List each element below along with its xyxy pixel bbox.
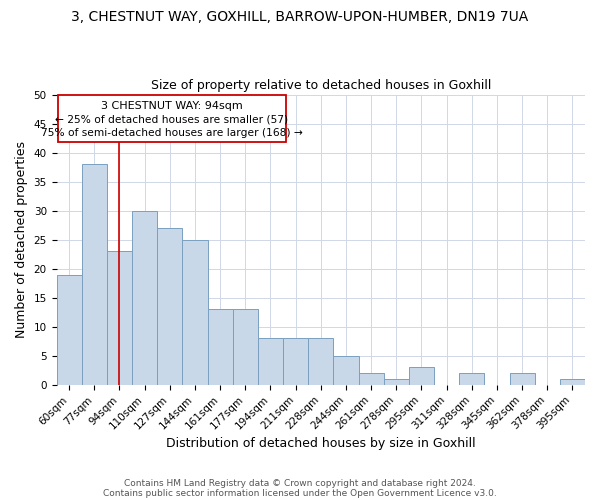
Bar [334,356,359,385]
Bar [208,310,233,385]
Bar [258,338,283,385]
Text: Contains HM Land Registry data © Crown copyright and database right 2024.: Contains HM Land Registry data © Crown c… [124,478,476,488]
Y-axis label: Number of detached properties: Number of detached properties [15,141,28,338]
Title: Size of property relative to detached houses in Goxhill: Size of property relative to detached ho… [151,79,491,92]
X-axis label: Distribution of detached houses by size in Goxhill: Distribution of detached houses by size … [166,437,476,450]
Text: 3, CHESTNUT WAY, GOXHILL, BARROW-UPON-HUMBER, DN19 7UA: 3, CHESTNUT WAY, GOXHILL, BARROW-UPON-HU… [71,10,529,24]
Bar [283,338,308,385]
Bar [56,274,82,385]
Bar [359,374,383,385]
Bar [182,240,208,385]
Bar [132,210,157,385]
Bar [308,338,334,385]
Bar [383,379,409,385]
Bar [107,252,132,385]
Text: ← 25% of detached houses are smaller (57): ← 25% of detached houses are smaller (57… [55,114,288,124]
FancyBboxPatch shape [58,94,286,142]
Text: 75% of semi-detached houses are larger (168) →: 75% of semi-detached houses are larger (… [41,128,302,138]
Bar [233,310,258,385]
Bar [82,164,107,385]
Bar [409,368,434,385]
Text: 3 CHESTNUT WAY: 94sqm: 3 CHESTNUT WAY: 94sqm [101,100,242,110]
Bar [459,374,484,385]
Bar [157,228,182,385]
Bar [560,379,585,385]
Bar [509,374,535,385]
Text: Contains public sector information licensed under the Open Government Licence v3: Contains public sector information licen… [103,488,497,498]
